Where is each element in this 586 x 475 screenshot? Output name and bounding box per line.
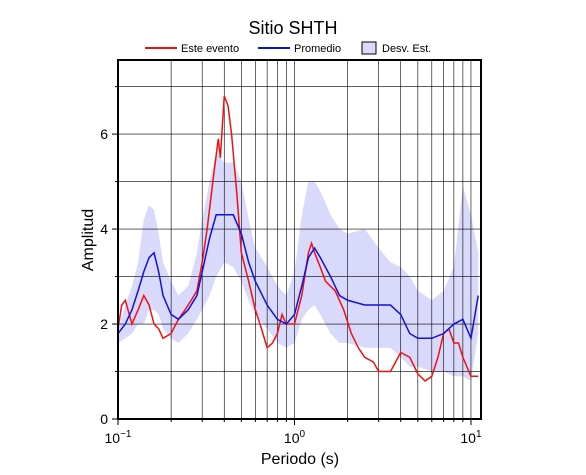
legend-label: Desv. Est. [382, 43, 431, 55]
y-tick-label: 0 [100, 411, 108, 427]
plot-frame [117, 59, 482, 420]
x-axis-label: Periodo (s) [261, 451, 339, 468]
series-line [117, 214, 480, 341]
x-tick-base: 10 [460, 430, 476, 446]
x-tick-label: 101 [460, 429, 482, 446]
x-tick-power: 1 [476, 429, 482, 440]
x-tick-base: 10 [105, 430, 121, 446]
x-tick-base: 10 [284, 430, 300, 446]
y-tick-label: 6 [100, 126, 108, 142]
x-tick-label: 10−1 [105, 429, 132, 446]
series-line [117, 95, 479, 382]
x-tick-power: −1 [120, 429, 132, 440]
y-tick-label: 2 [100, 316, 108, 332]
legend-label: Promedio [294, 43, 341, 55]
legend-swatch [361, 41, 377, 55]
legend-label: Este evento [181, 43, 239, 55]
x-tick-label: 100 [284, 429, 306, 446]
y-tick-label: 4 [100, 221, 108, 237]
y-axis-label: Amplitud [80, 209, 97, 271]
chart-title: Sitio SHTH [248, 18, 337, 38]
std-band [118, 153, 479, 382]
x-tick-power: 0 [299, 429, 305, 440]
